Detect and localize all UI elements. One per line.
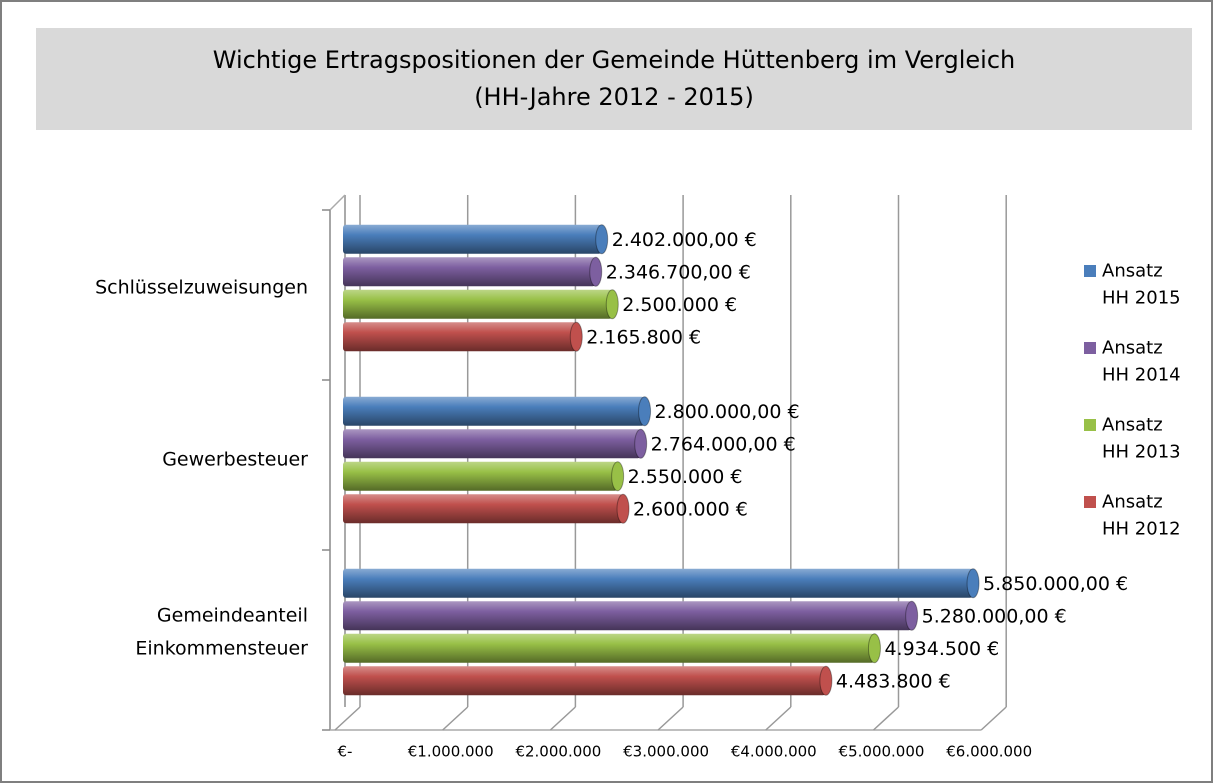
chart-title: Wichtige Ertragspositionen der Gemeinde … [213, 46, 1015, 74]
bar [343, 322, 577, 352]
legend-label: Ansatz HH 2014 [1102, 338, 1181, 386]
x-tick-label: €2.000.000 [515, 743, 601, 761]
title-box [36, 28, 1192, 130]
legend-label: Ansatz HH 2012 [1102, 492, 1181, 540]
data-label: 5.280.000,00 € [922, 605, 1067, 627]
y-tick-label: Gewerbesteuer [162, 449, 308, 471]
floor-grid-line [442, 706, 469, 731]
bar [343, 257, 596, 287]
data-label: 2.550.000 € [628, 466, 743, 488]
bar [343, 568, 974, 598]
bar [343, 666, 826, 696]
bar-cap [905, 600, 919, 631]
y-tick-label: Gemeindeanteil Einkommensteuer [135, 604, 308, 659]
bar-cap [966, 568, 980, 599]
bar-cap [638, 396, 652, 427]
bar [343, 601, 912, 631]
bar-cap [867, 633, 881, 664]
bar [343, 429, 641, 459]
legend-swatch [1084, 419, 1096, 431]
legend-swatch [1084, 265, 1096, 277]
data-label: 2.402.000,00 € [612, 229, 757, 251]
bar-cap [634, 428, 648, 459]
data-label: 2.165.800 € [586, 326, 701, 348]
bar-cap [569, 321, 583, 352]
floor-grid-line [980, 706, 1007, 731]
floor-grid-line [334, 706, 361, 731]
axis-left-top [329, 194, 346, 211]
legend-label: Ansatz HH 2013 [1102, 415, 1181, 463]
floor-grid-line [872, 706, 900, 731]
legend-swatch [1084, 496, 1096, 508]
x-tick-label: €5.000.000 [839, 743, 925, 761]
bar [343, 461, 618, 491]
floor-grid-line [657, 706, 684, 731]
bar-cap [819, 665, 833, 696]
data-label: 2.600.000 € [633, 498, 748, 520]
bar-cap [611, 461, 625, 492]
x-tick-label: €1.000.000 [408, 743, 494, 761]
bar-cap [595, 224, 609, 255]
data-label: 2.800.000,00 € [655, 401, 800, 423]
bar-cap [616, 493, 630, 524]
x-tick-label: €4.000.000 [731, 743, 817, 761]
data-label: 2.346.700,00 € [606, 261, 751, 283]
data-label: 4.483.800 € [836, 670, 951, 692]
bar [343, 289, 613, 319]
bar [343, 633, 875, 663]
legend-label: Ansatz HH 2015 [1102, 261, 1181, 309]
chart-subtitle: (HH-Jahre 2012 - 2015) [474, 83, 754, 111]
x-tick-label: €- [338, 743, 353, 761]
data-label: 4.934.500 € [884, 638, 999, 660]
bar [343, 494, 624, 524]
bar-cap [605, 289, 619, 320]
floor-grid-line [549, 706, 576, 731]
data-label: 5.850.000,00 € [983, 573, 1128, 595]
x-tick-label: €3.000.000 [623, 743, 709, 761]
legend-swatch [1084, 342, 1096, 354]
bar-cap [589, 256, 603, 287]
x-tick-label: €6.000.000 [946, 743, 1032, 761]
data-label: 2.764.000,00 € [651, 433, 796, 455]
floor-grid-line [765, 706, 792, 731]
bar [343, 224, 602, 254]
data-label: 2.500.000 € [622, 294, 737, 316]
bar [343, 396, 645, 426]
y-tick-label: Schlüsselzuweisungen [95, 277, 308, 299]
